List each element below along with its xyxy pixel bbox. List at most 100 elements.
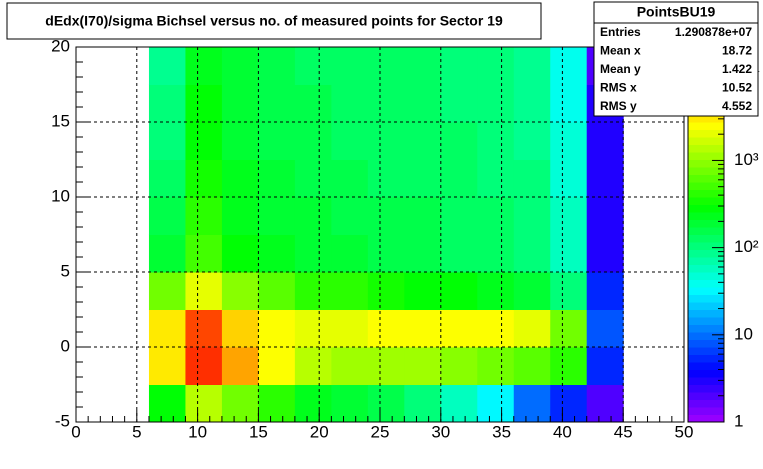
heatmap-cell (258, 309, 296, 348)
heatmap-cell (148, 122, 186, 160)
heatmap-cell (148, 47, 186, 85)
palette-step (688, 392, 724, 400)
heatmap-cell (550, 272, 588, 310)
z-tick-label: 10² (734, 237, 759, 256)
heatmap-cell (367, 272, 405, 310)
heatmap-cell (367, 234, 405, 273)
heatmap-cell (440, 197, 478, 235)
heatmap-cell (550, 384, 588, 423)
plot-frame (75, 46, 685, 423)
palette-step (688, 414, 724, 423)
z-tick-label: 10 (734, 324, 753, 343)
x-tick-label: 0 (71, 422, 80, 441)
heatmap-cell (513, 84, 551, 123)
heatmap-cell (221, 384, 259, 423)
y-tick-label: 5 (61, 261, 70, 280)
stats-value: 18.72 (722, 44, 752, 58)
palette-step (688, 324, 724, 333)
heatmap-cell (586, 272, 624, 310)
heatmap-cell (148, 309, 186, 348)
palette-step (688, 377, 724, 385)
heatmap-cell (586, 159, 624, 198)
heatmap-cell (148, 384, 186, 423)
heatmap-cell (550, 47, 588, 85)
palette-step (688, 294, 724, 303)
x-tick-label: 10 (188, 422, 207, 441)
heatmap-cell (477, 234, 515, 273)
heatmap-cell (185, 272, 223, 310)
palette-step (688, 399, 724, 408)
heatmap-cell (331, 384, 369, 423)
y-tick-label: 10 (51, 186, 70, 205)
x-tick-label: 30 (431, 422, 450, 441)
heatmap-cell (477, 159, 515, 198)
heatmap-cell (258, 47, 296, 85)
heatmap-cell (331, 309, 369, 348)
heatmap-cell (404, 309, 442, 348)
chart-title: dEdx(I70)/sigma Bichsel versus no. of me… (45, 13, 503, 29)
heatmap-cell (404, 272, 442, 310)
heatmap-cell (331, 347, 369, 385)
heatmap-cell (513, 384, 551, 423)
heatmap-cell (258, 197, 296, 235)
palette-step (688, 362, 724, 370)
heatmap-cell (513, 272, 551, 310)
heatmap-cell (404, 347, 442, 385)
heatmap-cell (440, 234, 478, 273)
heatmap-cell (440, 347, 478, 385)
heatmap-cell (258, 272, 296, 310)
heatmap-cell (221, 122, 259, 160)
heatmap-cell (586, 384, 624, 423)
heatmap-cell (294, 309, 332, 348)
heatmap-cell (331, 122, 369, 160)
x-tick-label: 40 (553, 422, 572, 441)
heatmap-cell (258, 122, 296, 160)
heatmap-cell (331, 272, 369, 310)
palette-step (688, 384, 724, 393)
palette-step (688, 137, 724, 145)
heatmap-cell (404, 384, 442, 423)
heatmap-cell (294, 384, 332, 423)
heatmap-cell (294, 272, 332, 310)
heatmap-cell (477, 47, 515, 85)
heatmap-cell (513, 47, 551, 85)
palette-step (688, 347, 724, 355)
heatmap-cell (367, 84, 405, 123)
stats-box: PointsBU19 Entries 1.290878e+07 Mean x 18.72… (593, 1, 759, 117)
heatmap-cell (513, 309, 551, 348)
palette-step (688, 309, 724, 318)
heatmap-cell (367, 159, 405, 198)
x-tick-label: 20 (310, 422, 329, 441)
palette-step (688, 279, 724, 288)
palette-step (688, 234, 724, 243)
heatmap-cell (440, 159, 478, 198)
palette-step (688, 219, 724, 228)
heatmap-cell (185, 159, 223, 198)
stats-title: PointsBU19 (637, 4, 716, 20)
x-tick-label: 25 (371, 422, 390, 441)
heatmap-cell (185, 384, 223, 423)
palette-step (688, 129, 724, 138)
heatmap-cell (513, 197, 551, 235)
stats-value: 1.422 (722, 62, 752, 76)
palette-step (688, 212, 724, 220)
heatmap-cell (367, 309, 405, 348)
heatmap-cell (331, 234, 369, 273)
heatmap-cell (185, 47, 223, 85)
heatmap-cell (586, 309, 624, 348)
heatmap-cell (550, 234, 588, 273)
stats-value: 1.290878e+07 (675, 25, 752, 39)
heatmap-cell (586, 234, 624, 273)
heatmap-cell (258, 234, 296, 273)
heatmap-cell (185, 234, 223, 273)
palette-step (688, 189, 724, 198)
palette-step (688, 264, 724, 273)
heatmap-cell (550, 84, 588, 123)
stats-name: Mean y (600, 62, 641, 76)
palette-step (688, 369, 724, 378)
heatmap-cell (294, 122, 332, 160)
heatmap-cell (477, 197, 515, 235)
heatmap-cell (550, 309, 588, 348)
heatmap-cell (404, 159, 442, 198)
